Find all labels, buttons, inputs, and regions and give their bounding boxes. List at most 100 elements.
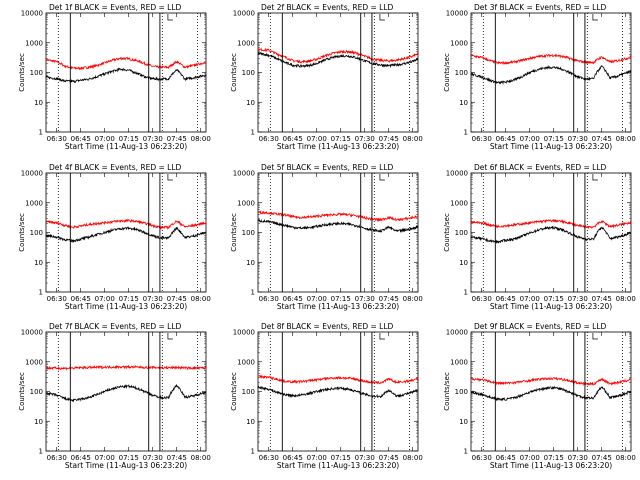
panel-title: Det 2f BLACK = Events, RED = LLD [261, 3, 394, 12]
y-axis-label: Counts/sec [18, 213, 26, 252]
x-tick-label: 06:30 [472, 454, 492, 462]
x-tick-label: 06:45 [283, 454, 303, 462]
x-tick-label: 07:15 [544, 454, 564, 462]
y-tick-label: 1000 [450, 39, 468, 47]
x-tick-label: 07:15 [544, 295, 564, 303]
x-tick-label: 07:00 [307, 135, 327, 143]
y-tick-label: 1 [39, 448, 43, 456]
panel-det-2: Det 2f BLACK = Events, RED = LLD 1 10 100 10… [230, 3, 423, 151]
y-tick-label: 100 [30, 229, 43, 237]
y-tick-label: 10 [459, 99, 468, 107]
y-tick-label: 10 [34, 259, 43, 267]
y-tick-label: 10000 [233, 10, 255, 18]
lld-series-line [257, 374, 419, 385]
x-tick-label: 08:00 [403, 454, 423, 462]
panel-title: Det 6f BLACK = Events, RED = LLD [474, 163, 607, 172]
bracket-marker [379, 14, 385, 21]
y-tick-label: 100 [242, 388, 255, 396]
x-tick-label: 07:45 [167, 135, 187, 143]
y-tick-label: 100 [242, 229, 255, 237]
y-axis-label: Counts/sec [230, 372, 238, 411]
y-tick-label: 1 [464, 448, 468, 456]
x-tick-label: 06:30 [47, 295, 67, 303]
y-tick-label: 100 [455, 229, 468, 237]
y-tick-label: 10000 [446, 329, 468, 337]
x-axis-label: Start Time (11-Aug-13 06:23:20) [65, 461, 187, 470]
x-tick-label: 08:00 [616, 295, 636, 303]
y-tick-label: 10 [246, 418, 255, 426]
panel-title: Det 5f BLACK = Events, RED = LLD [261, 163, 394, 172]
x-tick-label: 07:00 [95, 295, 115, 303]
lld-series-line [257, 210, 419, 222]
x-tick-label: 07:45 [592, 454, 612, 462]
y-axis-label: Counts/sec [18, 53, 26, 92]
y-tick-label: 1000 [237, 199, 255, 207]
y-tick-label: 1000 [25, 39, 43, 47]
x-tick-label: 06:45 [496, 454, 516, 462]
x-tick-label: 06:30 [472, 295, 492, 303]
events-series-line [45, 67, 207, 84]
lld-series-line [257, 47, 419, 64]
y-tick-label: 1000 [237, 39, 255, 47]
panel-title: Det 9f BLACK = Events, RED = LLD [474, 322, 607, 331]
x-tick-label: 07:00 [520, 135, 540, 143]
x-tick-label: 06:30 [259, 135, 279, 143]
y-tick-label: 1000 [450, 358, 468, 366]
y-axis-label: Counts/sec [230, 213, 238, 252]
bracket-marker [167, 333, 173, 340]
x-tick-label: 06:30 [47, 454, 67, 462]
x-axis-label: Start Time (11-Aug-13 06:23:20) [277, 461, 399, 470]
x-axis-label: Start Time (11-Aug-13 06:23:20) [277, 142, 399, 151]
x-tick-label: 06:30 [259, 454, 279, 462]
y-tick-label: 10 [246, 99, 255, 107]
y-axis-label: Counts/sec [443, 213, 451, 252]
panel-det-5: Det 5f BLACK = Events, RED = LLD 1 10 100 10… [230, 163, 423, 311]
x-tick-label: 06:45 [71, 295, 91, 303]
panel-det-6: Det 6f BLACK = Events, RED = LLD 1 10 100 10… [443, 163, 636, 311]
x-tick-label: 06:45 [71, 135, 91, 143]
y-axis-label: Counts/sec [443, 53, 451, 92]
events-series-line [257, 384, 419, 399]
bracket-marker [379, 333, 385, 340]
panel-det-1: Det 1f BLACK = Events, RED = LLD 1 10 100 10… [18, 3, 211, 151]
x-axis-label: Start Time (11-Aug-13 06:23:20) [490, 461, 612, 470]
x-tick-label: 07:30 [355, 135, 375, 143]
panel-det-8: Det 8f BLACK = Events, RED = LLD 1 10 100 10… [230, 322, 423, 470]
x-tick-label: 07:45 [167, 454, 187, 462]
x-axis-label: Start Time (11-Aug-13 06:23:20) [490, 302, 612, 311]
x-tick-label: 07:45 [592, 295, 612, 303]
x-tick-label: 07:30 [143, 295, 163, 303]
x-tick-label: 08:00 [403, 135, 423, 143]
y-tick-label: 10000 [21, 10, 43, 18]
bracket-marker [167, 174, 173, 181]
y-tick-label: 1000 [25, 358, 43, 366]
events-series-line [257, 51, 419, 69]
x-tick-label: 06:45 [71, 454, 91, 462]
x-tick-label: 07:00 [95, 454, 115, 462]
panel-det-7: Det 7f BLACK = Events, RED = LLD 1 10 100 10… [18, 322, 211, 470]
x-tick-label: 07:30 [355, 295, 375, 303]
y-tick-label: 10000 [233, 170, 255, 178]
x-tick-label: 06:45 [496, 295, 516, 303]
bracket-marker [379, 174, 385, 181]
lld-series-line [45, 56, 207, 71]
x-axis-label: Start Time (11-Aug-13 06:23:20) [490, 142, 612, 151]
y-tick-label: 1 [464, 129, 468, 137]
y-tick-label: 10 [34, 418, 43, 426]
x-tick-label: 06:30 [259, 295, 279, 303]
x-tick-label: 07:15 [331, 454, 351, 462]
y-tick-label: 10 [34, 99, 43, 107]
x-tick-label: 07:45 [379, 454, 399, 462]
bracket-marker [592, 14, 598, 21]
y-tick-label: 10000 [21, 329, 43, 337]
events-series-line [45, 383, 207, 403]
x-tick-label: 07:00 [520, 454, 540, 462]
y-tick-label: 10 [246, 259, 255, 267]
panel-title: Det 8f BLACK = Events, RED = LLD [261, 322, 394, 331]
lld-series-line [470, 218, 632, 230]
y-tick-label: 1000 [450, 199, 468, 207]
y-tick-label: 1 [251, 129, 255, 137]
x-tick-label: 07:00 [520, 295, 540, 303]
x-tick-label: 08:00 [616, 454, 636, 462]
